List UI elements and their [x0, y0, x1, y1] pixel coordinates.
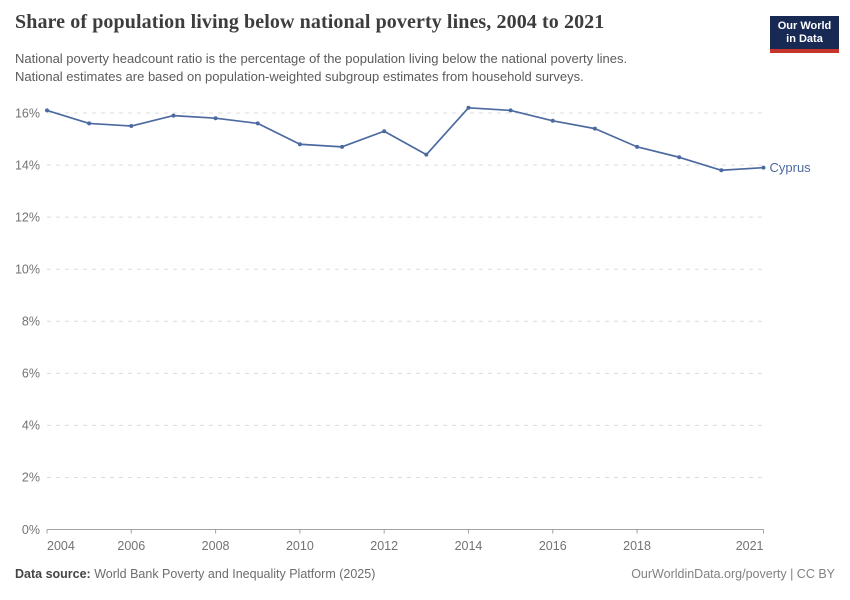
y-axis-label: 16%: [15, 106, 40, 120]
x-axis-label: 2010: [286, 539, 314, 553]
x-axis-label: 2004: [47, 539, 75, 553]
data-line[interactable]: [46, 106, 765, 172]
page-title: Share of population living below nationa…: [15, 11, 605, 33]
chart-subtitle-line-1: National poverty headcount ratio is the …: [15, 51, 628, 66]
owid-logo-line-1: Our World: [777, 20, 832, 32]
data-point[interactable]: [255, 121, 260, 126]
data-point[interactable]: [550, 118, 555, 123]
chart-footer: Data source: World Bank Poverty and Ineq…: [15, 567, 835, 581]
data-point[interactable]: [508, 108, 513, 113]
data-point[interactable]: [719, 168, 724, 173]
data-point[interactable]: [592, 126, 597, 131]
owid-logo-line-2: in Data: [786, 33, 823, 45]
y-axis-label: 4%: [22, 419, 40, 433]
data-point[interactable]: [466, 105, 471, 110]
y-axis-label: 12%: [15, 210, 40, 224]
y-axis-label: 8%: [22, 315, 40, 329]
y-axis-label: 2%: [22, 471, 40, 485]
data-point[interactable]: [761, 165, 766, 170]
data-point[interactable]: [635, 144, 640, 149]
x-axis-label: 2021: [736, 539, 764, 553]
data-source-text: World Bank Poverty and Inequality Platfo…: [90, 567, 376, 581]
x-axis-label: 2018: [623, 539, 651, 553]
y-axis-label: 14%: [15, 158, 40, 172]
data-point[interactable]: [677, 155, 682, 160]
y-axis-label: 10%: [15, 262, 40, 276]
owid-logo[interactable]: Our World in Data: [770, 16, 839, 53]
chart-subtitle-line-2: National estimates are based on populati…: [15, 68, 584, 84]
data-source-note: Data source: World Bank Poverty and Ineq…: [15, 567, 375, 581]
data-point[interactable]: [424, 152, 429, 157]
x-axis-label: 2008: [202, 539, 230, 553]
y-axis-label: 0%: [22, 523, 40, 537]
data-point[interactable]: [297, 142, 302, 147]
x-axis-label: 2016: [539, 539, 567, 553]
owid-logo-text: Our World in Data: [770, 16, 839, 46]
chart-subtitle: National poverty headcount ratio is the …: [15, 50, 627, 85]
data-point[interactable]: [340, 144, 345, 149]
x-axis-label: 2014: [455, 539, 483, 553]
x-axis-label: 2012: [370, 539, 398, 553]
data-source-label: Data source:: [15, 567, 91, 581]
data-point[interactable]: [129, 124, 134, 129]
x-axis-label: 2006: [117, 539, 145, 553]
data-point[interactable]: [45, 108, 49, 113]
series-end-label: Cyprus: [770, 160, 812, 175]
data-point[interactable]: [382, 129, 387, 134]
data-point[interactable]: [87, 121, 92, 126]
footer-link[interactable]: OurWorldinData.org/poverty | CC BY: [631, 567, 835, 581]
data-point[interactable]: [171, 113, 176, 118]
y-axis-label: 6%: [22, 367, 40, 381]
data-point[interactable]: [213, 116, 218, 121]
